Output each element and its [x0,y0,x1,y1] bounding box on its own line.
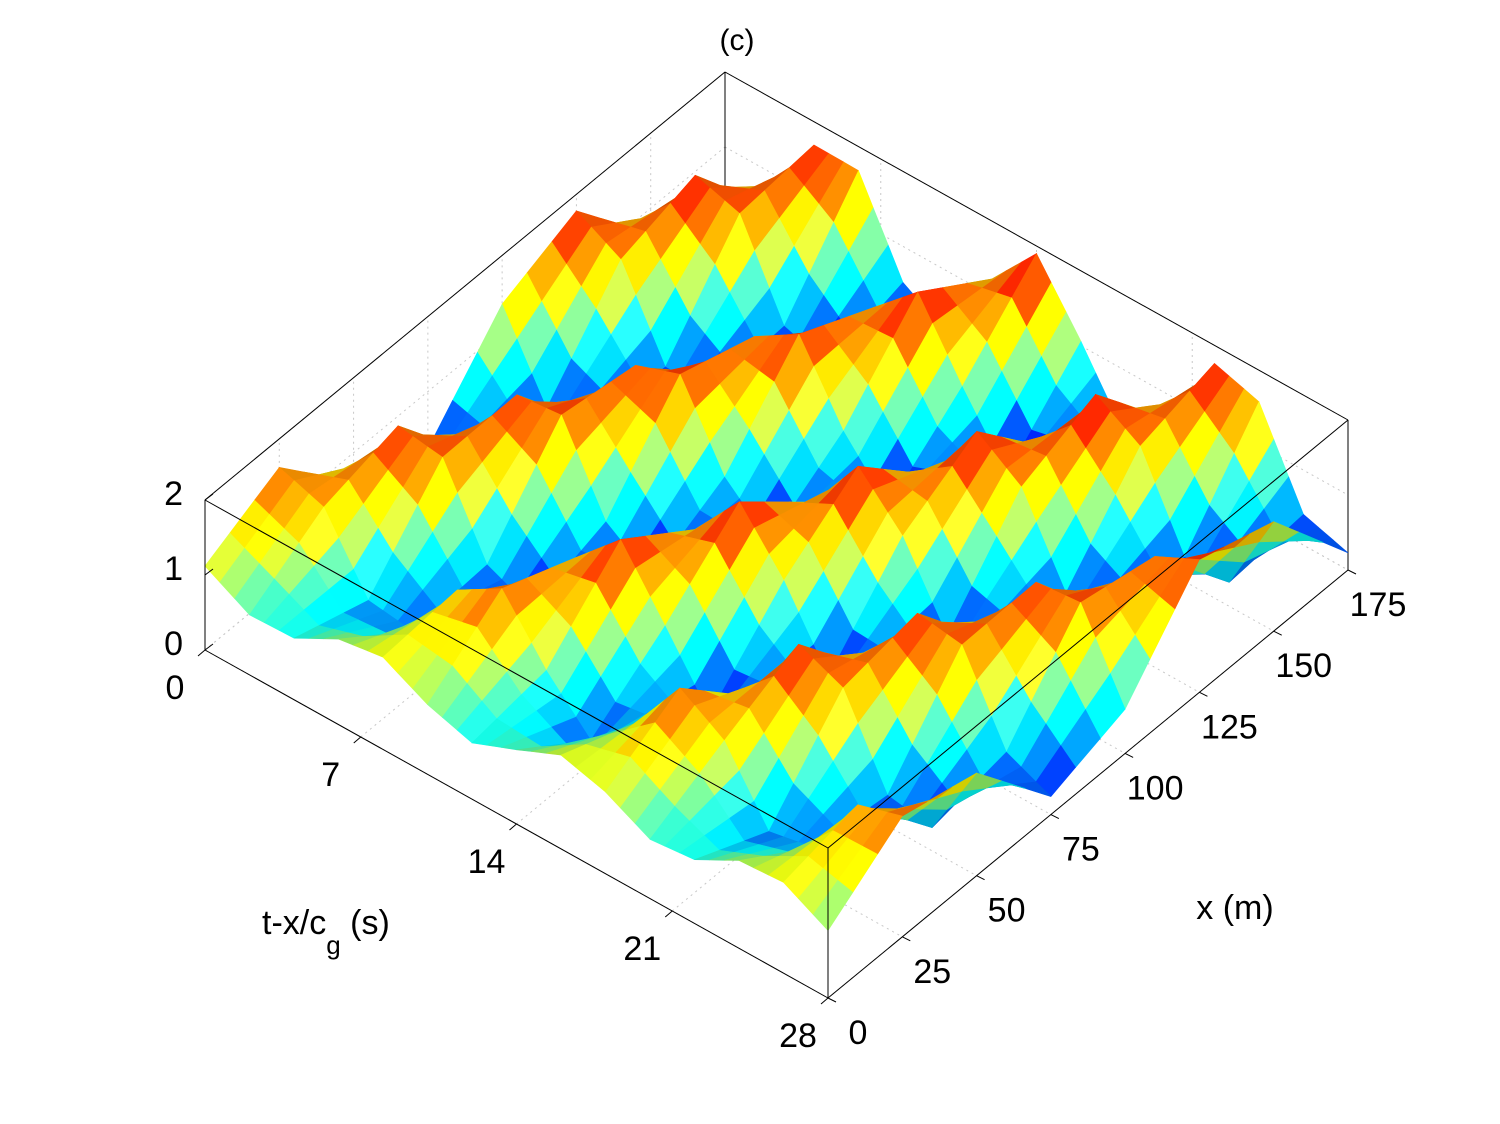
t-tick-label: 21 [623,930,661,968]
t-tick-label: 14 [468,843,506,881]
x-tick-label: 125 [1201,708,1258,746]
tick-mark [976,875,985,881]
box-edge [204,71,726,501]
x-tick-label: 175 [1350,586,1407,624]
x-tick-label: 100 [1127,769,1184,807]
z-tick-label: 1 [164,550,183,588]
t-tick-label: 28 [779,1017,817,1055]
chart-title: (c) [720,24,755,57]
box-edge [827,569,1349,999]
tick-mark [820,997,829,1005]
tick-mark [1273,630,1282,636]
t-axis-label: t-x/cg (s) [262,904,390,960]
tick-mark [1050,814,1060,820]
z-tick-label: 0 [164,625,183,663]
tick-mark [1347,569,1357,575]
grid-line [204,146,726,576]
z-tick-label: 2 [164,475,183,513]
t-label-unit: (s) [341,904,390,942]
tick-mark [827,997,837,1003]
tick-mark [902,936,911,942]
tick-mark [197,649,206,657]
tick-mark [204,493,214,501]
surface [204,144,1349,931]
tick-mark [1199,691,1208,697]
tick-mark [1124,752,1134,758]
t-label-sub: g [326,930,340,960]
tick-mark [204,568,214,576]
tick-mark [353,736,362,744]
x-tick-label: 75 [1062,831,1100,869]
tick-mark [204,643,214,651]
box-edge [724,71,1349,421]
box-edge [827,419,1349,849]
x-tick-label: 25 [913,953,951,991]
box-edge [204,499,829,849]
x-tick-label: 50 [988,892,1026,930]
x-tick-label: 0 [849,1014,868,1052]
tick-mark [664,910,673,918]
x-axis-label: x (m) [1196,889,1273,927]
x-tick-label: 150 [1275,647,1332,685]
t-label-main: t-x/c [262,904,326,942]
t-tick-label: 0 [166,669,185,707]
tick-mark [509,823,517,831]
t-tick-label: 7 [321,756,340,794]
axes-box [197,419,1357,1005]
surface-patch [812,879,854,931]
